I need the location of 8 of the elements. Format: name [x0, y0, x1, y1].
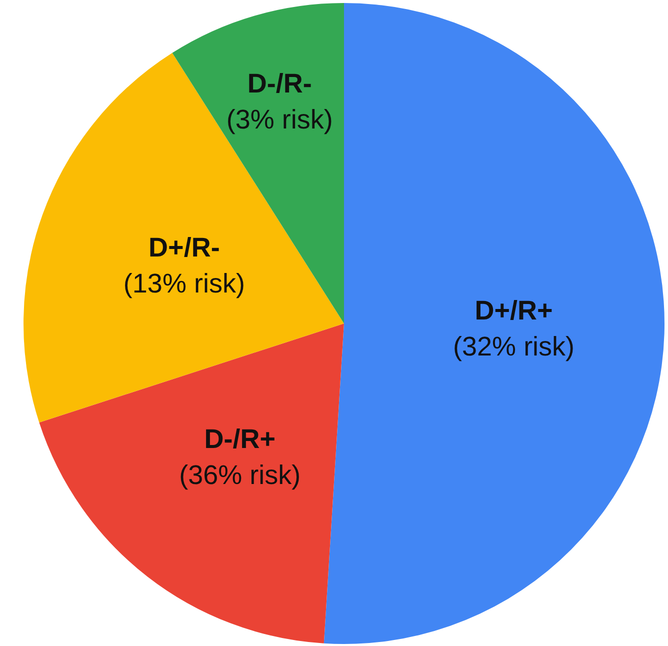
slice-label: D+/R- — [148, 232, 220, 262]
text: (36% risk) — [179, 460, 301, 490]
text: (3% risk) — [226, 104, 333, 134]
slice-label: D+/R+ — [474, 295, 553, 326]
slice-label: D-/R+ — [204, 424, 276, 454]
slice-label: D-/R- — [247, 68, 312, 98]
text: (32% risk) — [453, 331, 575, 362]
text: (13% risk) — [123, 268, 245, 298]
